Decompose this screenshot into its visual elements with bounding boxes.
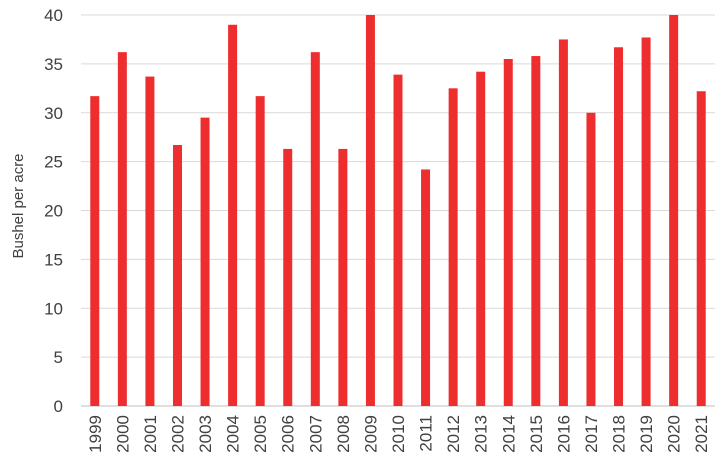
- bar-2020: [669, 15, 679, 406]
- x-tick-label: 2020: [665, 415, 684, 453]
- bar-2015: [531, 56, 541, 407]
- bar-2000: [117, 52, 127, 407]
- x-tick-label: 2017: [582, 415, 601, 453]
- bar-2018: [614, 47, 624, 406]
- y-tick-label: 0: [54, 397, 63, 416]
- x-tick-label: 2013: [472, 415, 491, 453]
- bar-2017: [586, 112, 596, 406]
- y-tick-label: 40: [44, 6, 63, 25]
- x-tick-label: 2009: [361, 415, 380, 453]
- bar-2004: [228, 24, 238, 407]
- bar-2007: [310, 52, 320, 407]
- y-axis-tick-labels: 0 5 10 15 20 25 30 35 40: [44, 6, 63, 416]
- bar-2010: [393, 74, 403, 406]
- x-tick-label: 2003: [196, 415, 215, 453]
- y-tick-label: 20: [44, 202, 63, 221]
- bar-2011: [421, 169, 431, 406]
- y-tick-label: 30: [44, 104, 63, 123]
- bar-2016: [558, 39, 568, 406]
- y-tick-label: 5: [54, 348, 63, 367]
- x-tick-label: 2010: [389, 415, 408, 453]
- bar-1999: [90, 96, 100, 406]
- bar-2014: [503, 58, 513, 407]
- x-tick-label: 2021: [692, 415, 711, 453]
- y-axis-title: Bushel per acre: [10, 153, 27, 258]
- bar-2001: [145, 76, 155, 407]
- x-tick-label: 2002: [168, 415, 187, 453]
- bar-2009: [365, 15, 375, 406]
- x-tick-label: 2005: [251, 415, 270, 453]
- bar-2021: [696, 91, 706, 407]
- bar-2003: [200, 117, 210, 406]
- x-tick-label: 2016: [554, 415, 573, 453]
- x-tick-label: 2000: [113, 415, 132, 453]
- x-axis-tick-labels: 1999 2000 2001 2002 2003 2004 2005 2006 2007 2008…: [86, 415, 711, 453]
- x-tick-label: 2018: [610, 415, 629, 453]
- bars: [90, 15, 706, 407]
- x-tick-label: 2012: [444, 415, 463, 453]
- x-tick-label: 2011: [417, 415, 436, 452]
- y-tick-label: 25: [44, 153, 63, 172]
- bar-2008: [338, 148, 348, 407]
- x-tick-label: 2004: [224, 415, 243, 453]
- y-tick-label: 10: [44, 299, 63, 318]
- x-tick-label: 2014: [499, 415, 518, 453]
- x-tick-label: 2015: [527, 415, 546, 453]
- x-tick-label: 2006: [279, 415, 298, 453]
- y-tick-label: 15: [44, 250, 63, 269]
- bar-2005: [255, 96, 265, 406]
- y-tick-label: 35: [44, 55, 63, 74]
- bar-2019: [641, 37, 651, 407]
- bar-2002: [172, 145, 182, 406]
- x-tick-label: 2001: [141, 415, 160, 453]
- x-tick-label: 2019: [637, 415, 656, 453]
- x-tick-label: 2008: [334, 415, 353, 453]
- x-tick-label: 1999: [86, 415, 105, 453]
- bar-2013: [476, 71, 486, 406]
- x-tick-label: 2007: [306, 415, 325, 453]
- bar-2012: [448, 88, 458, 406]
- bar-2006: [283, 148, 293, 407]
